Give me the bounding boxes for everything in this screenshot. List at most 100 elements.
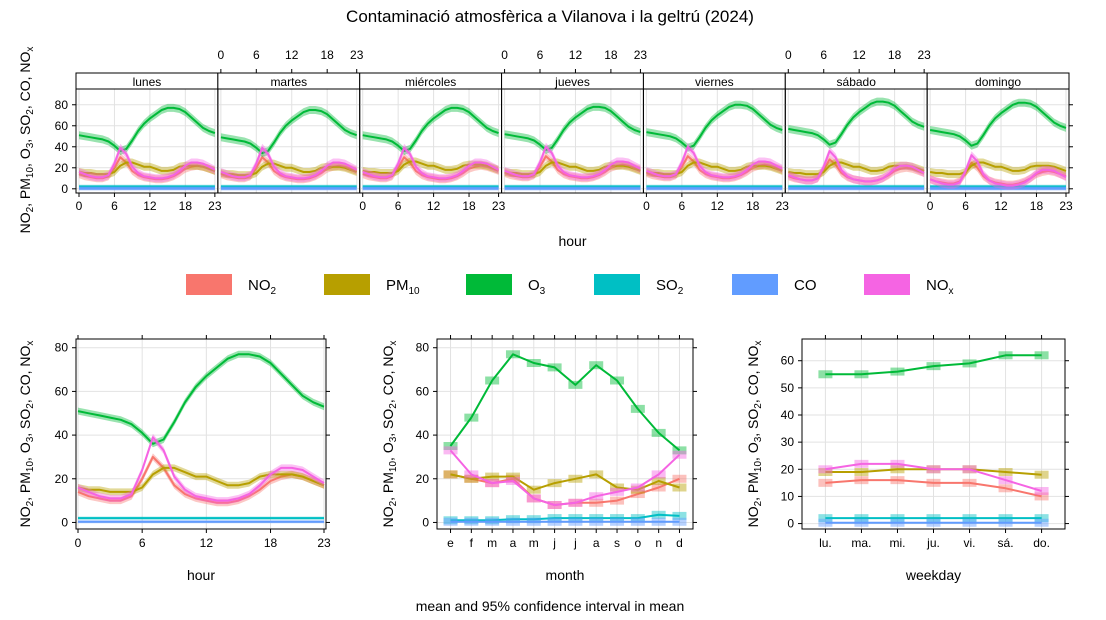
tick-label: 12: [285, 48, 299, 62]
tick-label: 0: [61, 182, 68, 196]
y-axis-title-part: NO: [745, 506, 761, 527]
tick-label: 0: [643, 199, 650, 213]
legend-swatch: [594, 274, 640, 295]
panel-strip-label: martes: [270, 75, 307, 89]
tick-label: 20: [781, 462, 795, 476]
plot-frame: [75, 338, 327, 530]
panel-strip-label: viernes: [695, 75, 734, 89]
confidence-band: [362, 153, 499, 184]
legend-label-subscript: 10: [409, 286, 421, 297]
series-line-o3: [825, 354, 1042, 376]
y-axis-title-subscript: 3: [388, 436, 399, 442]
confidence-band: [646, 100, 783, 152]
series-line-nox: [825, 462, 1042, 492]
tick-label: j: [552, 536, 556, 550]
series-line-pm10: [78, 161, 216, 176]
tick-label: 18: [264, 536, 278, 550]
tick-label: 6: [820, 48, 827, 62]
y-axis-title-part: , SO: [17, 409, 33, 437]
legend-swatch: [324, 274, 370, 295]
y-axis-title-part: , PM: [380, 472, 396, 501]
tick-label: d: [676, 536, 683, 550]
tick-label: 6: [139, 536, 146, 550]
tick-label: 20: [55, 161, 69, 175]
y-axis-title-subscript: 10: [753, 461, 764, 473]
panel-strip-label: domingo: [975, 75, 1021, 89]
confidence-band: [646, 152, 783, 183]
confidence-band: [646, 142, 783, 182]
series-line-no2: [77, 455, 325, 504]
confidence-band: [788, 147, 925, 186]
confidence-band: [362, 143, 499, 183]
tick-label: ju.: [926, 536, 940, 550]
tick-label: 23: [317, 536, 331, 550]
y-axis-title-part: , O: [17, 442, 33, 461]
tick-label: 6: [253, 48, 260, 62]
legend-swatch: [186, 274, 232, 295]
chart-title: Contaminació atmosfèrica a Vilanova i la…: [346, 7, 754, 26]
y-axis-title: NO2, PM10, O3, SO2, CO, NOx: [380, 341, 399, 528]
y-axis-title-subscript: 10: [25, 461, 36, 473]
series-line-so2: [450, 513, 680, 522]
legend-swatch: [466, 274, 512, 295]
tick-label: 0: [787, 517, 794, 531]
tick-label: 40: [781, 408, 795, 422]
series-line-o3: [220, 109, 358, 155]
y-axis-title-part: , SO: [380, 409, 396, 437]
y-axis-title-subscript: 2: [25, 500, 36, 506]
confidence-band: [78, 350, 324, 448]
tick-label: 20: [55, 472, 69, 486]
legend-item-co: CO: [732, 274, 817, 295]
legend-label-text: SO: [656, 277, 678, 294]
series-line-o3: [504, 105, 641, 151]
tick-label: 18: [321, 48, 335, 62]
series-line-nox: [220, 146, 358, 180]
tick-label: 60: [781, 354, 795, 368]
panel-frame: [926, 88, 1070, 194]
tick-label: 6: [962, 199, 969, 213]
tick-label: a: [593, 536, 600, 550]
x-axis-title: month: [546, 567, 585, 583]
tick-label: 0: [218, 48, 225, 62]
confidence-band: [220, 143, 357, 183]
tick-label: 18: [746, 199, 760, 213]
series-line-nox: [787, 150, 925, 183]
legend-label: PM10: [386, 277, 420, 297]
legend-label: CO: [794, 277, 817, 294]
series-line-nox: [646, 145, 783, 179]
tick-label: f: [470, 536, 474, 550]
confidence-band: [930, 98, 1066, 150]
tick-label: 40: [416, 428, 430, 442]
tick-label: 18: [604, 48, 618, 62]
confidence-band: [79, 103, 215, 155]
y-axis-title-subscript: 3: [753, 436, 764, 442]
series-line-o3: [362, 106, 499, 152]
confidence-band: [79, 153, 215, 184]
legend-label-subscript: 2: [678, 286, 684, 297]
y-axis-title-part: , SO: [17, 115, 33, 143]
tick-label: mi.: [889, 536, 905, 550]
series-line-o3: [77, 353, 325, 445]
series-line-nox: [77, 436, 325, 502]
weekday-panel: jueves 0 6 12 18 23: [501, 48, 647, 194]
y-axis-title-part: NO: [17, 506, 33, 527]
series-line-o3: [78, 106, 216, 152]
tick-label: 23: [1059, 199, 1073, 213]
weekday-panel: domingo 0 6 12 18 23: [926, 72, 1073, 213]
y-axis-title-subscript: 2: [388, 403, 399, 409]
y-axis-title-subscript: 10: [388, 461, 399, 473]
tick-label: 23: [917, 48, 931, 62]
legend-label: SO2: [656, 277, 684, 297]
tick-label: 40: [55, 140, 69, 154]
tick-label: 18: [888, 48, 902, 62]
tick-label: m: [529, 536, 539, 550]
series-line-no2: [362, 156, 499, 181]
tick-label: 23: [208, 199, 222, 213]
tick-label: 18: [1030, 199, 1044, 213]
tick-label: 6: [537, 48, 544, 62]
plot-frame: [436, 338, 694, 530]
legend-label: O3: [528, 277, 546, 297]
tick-label: o: [635, 536, 642, 550]
series-line-pm10: [646, 161, 783, 176]
